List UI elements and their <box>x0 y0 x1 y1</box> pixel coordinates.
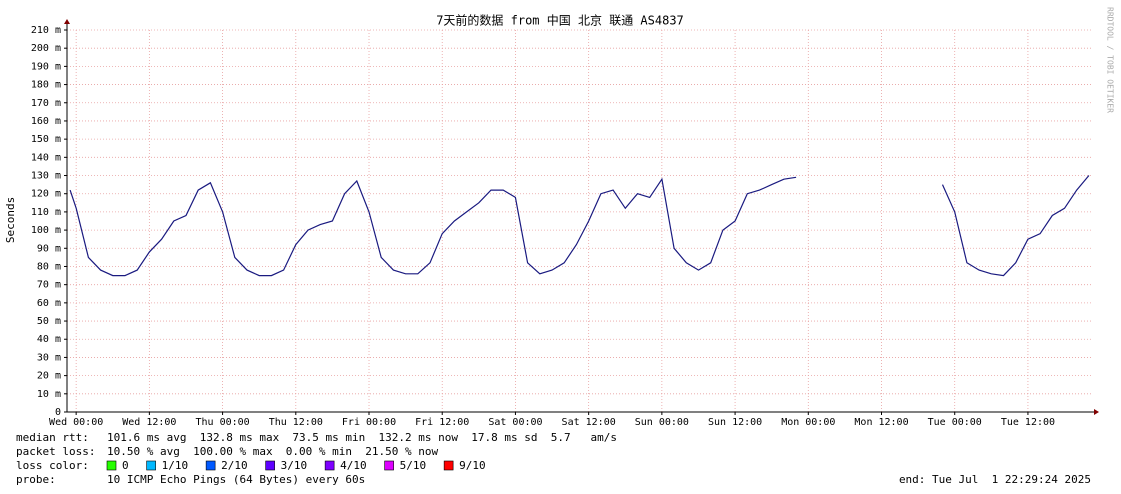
y-tick-label: 0 <box>55 407 61 418</box>
y-tick-label: 170 m <box>31 98 61 109</box>
y-tick-label: 40 m <box>37 334 61 345</box>
x-tick-label: Wed 12:00 <box>122 417 176 428</box>
x-tick-label: Fri 12:00 <box>415 417 469 428</box>
legend: median rtt: 101.6 ms avg 132.8 ms max 73… <box>16 431 1091 486</box>
y-tick-label: 30 m <box>37 352 61 363</box>
stats-label: loss color: <box>16 459 89 472</box>
end-time: end: Tue Jul 1 22:29:24 2025 <box>899 473 1091 486</box>
y-axis-label: Seconds <box>4 197 17 243</box>
grid: 0 10 m 20 m 30 m 40 m 50 m 60 m 70 m 80 m 90 m 100… <box>31 25 1092 428</box>
axis-arrow <box>64 19 70 24</box>
x-tick-label: Sun 12:00 <box>708 417 762 428</box>
loss-color-swatch <box>106 460 117 471</box>
loss-color-label: 9/10 <box>459 459 486 472</box>
median-line <box>69 175 1090 277</box>
x-tick-label: Mon 12:00 <box>854 417 908 428</box>
loss-color-swatch <box>205 460 216 471</box>
loss-color-label: 4/10 <box>340 459 367 472</box>
loss-color-label: 2/10 <box>221 459 248 472</box>
y-tick-label: 60 m <box>37 298 61 309</box>
y-tick-label: 10 m <box>37 389 61 400</box>
y-tick-label: 70 m <box>37 280 61 291</box>
y-tick-label: 100 m <box>31 225 61 236</box>
chart-title: 7天前的数据 from 中国 北京 联通 AS4837 <box>436 13 684 28</box>
y-tick-label: 80 m <box>37 261 61 272</box>
x-tick-label: Thu 12:00 <box>269 417 323 428</box>
y-tick-label: 120 m <box>31 189 61 200</box>
y-tick-label: 210 m <box>31 25 61 36</box>
y-tick-label: 140 m <box>31 152 61 163</box>
stats-text: 10 ICMP Echo Pings (64 Bytes) every 60s <box>107 473 365 486</box>
loss-color-label: 3/10 <box>281 459 308 472</box>
y-tick-label: 200 m <box>31 43 61 54</box>
axis-arrow <box>1094 409 1099 415</box>
y-tick-label: 150 m <box>31 134 61 145</box>
stats-label: probe: <box>16 473 56 486</box>
x-tick-label: Sat 00:00 <box>488 417 542 428</box>
x-tick-label: Tue 12:00 <box>1001 417 1055 428</box>
stats-text: 10.50 % avg 100.00 % max 0.00 % min 21.5… <box>107 445 439 458</box>
watermark: RRDTOOL / TOBI OETIKER <box>1106 7 1115 113</box>
loss-color-swatch <box>265 460 275 471</box>
x-tick-label: Wed 00:00 <box>49 417 103 428</box>
y-tick-label: 130 m <box>31 171 61 182</box>
y-tick-label: 20 m <box>37 371 61 382</box>
y-tick-label: 190 m <box>31 61 61 72</box>
x-tick-label: Sat 12:00 <box>562 417 616 428</box>
stats-label: packet loss: <box>16 445 95 458</box>
loss-color-swatch <box>146 460 156 471</box>
y-tick-label: 180 m <box>31 80 61 91</box>
y-tick-label: 160 m <box>31 116 61 127</box>
y-tick-label: 110 m <box>31 207 61 218</box>
loss-color-label: 0 <box>122 459 129 472</box>
loss-color-swatch <box>324 460 335 471</box>
x-tick-label: Tue 00:00 <box>928 417 982 428</box>
x-tick-label: Mon 00:00 <box>781 417 835 428</box>
loss-color-keys: 0 1/10 2/10 3/10 4/10 5/10 9/10 <box>106 459 486 472</box>
loss-color-swatch <box>384 460 394 471</box>
y-tick-label: 50 m <box>37 316 61 327</box>
x-tick-label: Thu 00:00 <box>195 417 249 428</box>
x-tick-label: Fri 00:00 <box>342 417 396 428</box>
loss-color-swatch <box>443 460 454 471</box>
stats-label: median rtt: <box>16 431 89 444</box>
stats-text: 101.6 ms avg 132.8 ms max 73.5 ms min 13… <box>107 431 617 444</box>
loss-color-label: 1/10 <box>162 459 189 472</box>
loss-color-label: 5/10 <box>400 459 427 472</box>
y-tick-label: 90 m <box>37 243 61 254</box>
plot <box>69 175 1090 277</box>
x-tick-label: Sun 00:00 <box>635 417 689 428</box>
